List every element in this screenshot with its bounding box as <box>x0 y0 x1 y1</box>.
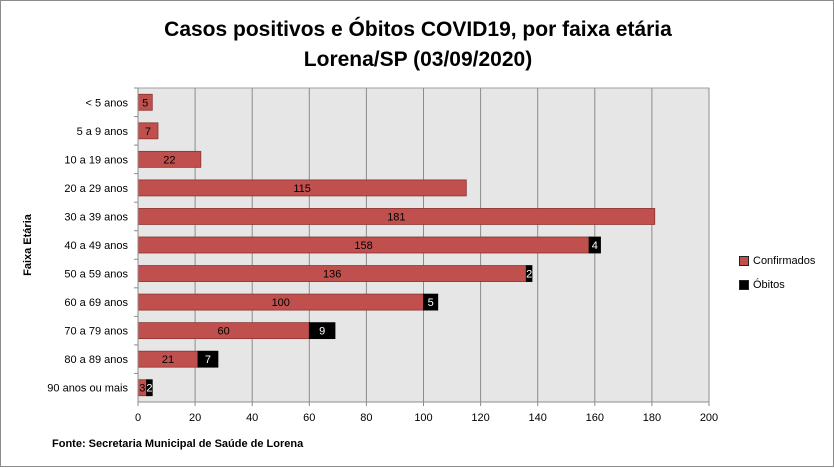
data-label-obitos: 2 <box>146 383 152 395</box>
data-label-obitos: 5 <box>428 297 434 309</box>
data-label-obitos: 7 <box>205 354 211 366</box>
x-tick-label: 20 <box>189 412 201 424</box>
legend-swatch-obitos <box>739 280 749 290</box>
y-tick-label: 10 a 19 anos <box>64 154 128 166</box>
data-label-confirmados: 3 <box>139 383 145 395</box>
x-tick-label: 60 <box>303 412 315 424</box>
data-label-confirmados: 115 <box>293 183 311 195</box>
data-label-confirmados: 5 <box>142 97 148 109</box>
data-label-confirmados: 60 <box>218 326 230 338</box>
y-tick-label: 5 a 9 anos <box>77 126 129 138</box>
y-axis-title: Faixa Etária <box>22 213 34 276</box>
data-label-confirmados: 21 <box>162 354 174 366</box>
data-label-confirmados: 7 <box>145 126 151 138</box>
data-label-confirmados: 158 <box>354 240 372 252</box>
chart-title-line-2: Lorena/SP (03/09/2020) <box>303 48 533 71</box>
y-tick-label: < 5 anos <box>85 97 128 109</box>
data-label-obitos: 4 <box>592 240 598 252</box>
source-note: Fonte: Secretaria Municipal de Saúde de … <box>52 438 304 450</box>
y-tick-label: 30 a 39 anos <box>64 211 128 223</box>
legend: Confirmados Óbitos <box>739 249 815 297</box>
data-label-obitos: 2 <box>526 269 532 281</box>
bar-obitos <box>308 322 336 340</box>
x-tick-label: 100 <box>414 412 432 424</box>
bar-obitos <box>197 350 219 368</box>
y-tick-label: 80 a 89 anos <box>64 354 128 366</box>
legend-item-confirmados: Confirmados <box>739 249 815 273</box>
bar-obitos <box>525 265 533 282</box>
bar-obitos <box>146 379 153 397</box>
x-tick-label: 180 <box>643 412 661 424</box>
x-tick-label: 0 <box>135 412 141 424</box>
legend-swatch-confirmados <box>739 256 749 266</box>
x-tick-label: 160 <box>586 412 604 424</box>
chart-title-line-1: Casos positivos e Óbitos COVID19, por fa… <box>164 18 672 41</box>
data-label-confirmados: 100 <box>272 297 290 309</box>
x-tick-label: 120 <box>471 412 489 424</box>
bar-obitos <box>588 236 601 254</box>
data-label-confirmados: 22 <box>163 154 175 166</box>
legend-label-obitos: Óbitos <box>753 279 785 291</box>
y-tick-label: 40 a 49 anos <box>64 240 128 252</box>
y-tick-label: 50 a 59 anos <box>64 269 128 281</box>
legend-item-obitos: Óbitos <box>739 273 815 297</box>
y-tick-label: 90 anos ou mais <box>47 383 128 395</box>
chart-title: Casos positivos e Óbitos COVID19, por fa… <box>1 15 834 75</box>
x-tick-label: 40 <box>246 412 258 424</box>
bar-obitos <box>423 293 439 311</box>
y-tick-label: 70 a 79 anos <box>64 326 128 338</box>
x-tick-label: 80 <box>360 412 372 424</box>
axes: 0 20 40 60 80 100 120 140 160 180 200 < 5 anos 5 a 9… <box>47 87 718 424</box>
data-label-confirmados: 136 <box>323 269 341 281</box>
legend-label-confirmados: Confirmados <box>753 255 816 267</box>
x-tick-label: 200 <box>700 412 718 424</box>
y-tick-label: 60 a 69 anos <box>64 297 128 309</box>
data-label-obitos: 9 <box>319 326 325 338</box>
data-label-confirmados: 181 <box>387 211 405 223</box>
y-tick-label: 20 a 29 anos <box>64 183 128 195</box>
x-tick-label: 140 <box>529 412 547 424</box>
